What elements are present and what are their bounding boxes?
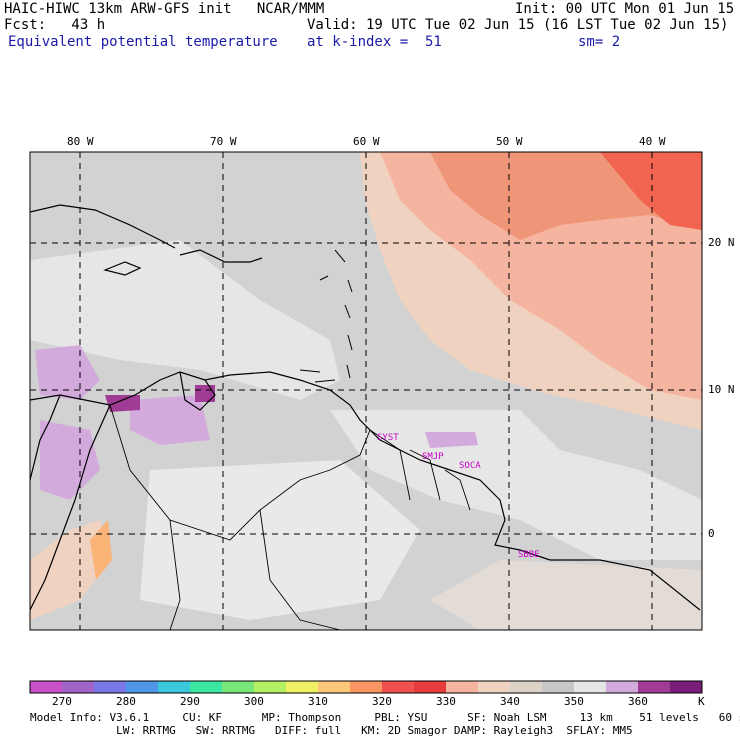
colorbar-swatch	[254, 681, 287, 693]
colorbar-tick-label: 300	[244, 695, 264, 708]
colorbar-swatch	[446, 681, 479, 693]
valid-time: Valid: 19 UTC Tue 02 Jun 15 (16 LST Tue …	[307, 17, 729, 33]
smoothing: sm= 2	[578, 34, 621, 50]
colorbar-swatch	[126, 681, 159, 693]
map-frame	[29, 151, 703, 631]
colorbar-tick-label: 330	[436, 695, 456, 708]
colorbar-tick-label: 320	[372, 695, 392, 708]
init-time: Init: 00 UTC Mon 01 Jun 15	[515, 1, 735, 17]
lon-label-50w: 50 W	[496, 135, 523, 148]
colorbar-tick-label: 290	[180, 695, 200, 708]
colorbar-swatch	[62, 681, 95, 693]
title-line-1: HAIC-HIWC 13km ARW-GFS init NCAR/MMM	[4, 1, 325, 17]
colorbar-swatch	[542, 681, 575, 693]
colorbar-swatch	[670, 681, 703, 693]
colorbar-unit: K	[698, 695, 705, 708]
graticule	[30, 152, 702, 630]
station-soca: SOCA	[459, 461, 481, 471]
model-info-line-1: Model Info: V3.6.1 CU: KF MP: Thompson P…	[30, 711, 740, 724]
lat-label-10n: 10 N	[708, 383, 735, 396]
colorbar-swatch	[350, 681, 383, 693]
colorbar-tick-label: 280	[116, 695, 136, 708]
lat-label-0: 0	[708, 527, 715, 540]
colorbar-frame	[29, 680, 703, 694]
field-name: Equivalent potential temperature	[8, 34, 278, 50]
lon-label-80w: 80 W	[67, 135, 94, 148]
colorbar-swatch	[510, 681, 543, 693]
colorbar-tick-label: 310	[308, 695, 328, 708]
colorbar-swatch	[158, 681, 191, 693]
model-info-line-2: LW: RRTMG SW: RRTMG DIFF: full KM: 2D Sm…	[30, 724, 633, 737]
colorbar-swatch	[414, 681, 447, 693]
colorbar-swatch	[286, 681, 319, 693]
colorbar-swatch	[222, 681, 255, 693]
colorbar-tick-label: 340	[500, 695, 520, 708]
station-sbbe: SBBE	[518, 550, 540, 560]
colorbar-swatch	[30, 681, 63, 693]
islands	[299, 249, 353, 383]
station-syst: SYST	[377, 433, 399, 443]
forecast-hour: Fcst: 43 h	[4, 17, 106, 33]
colorbar-swatch	[606, 681, 639, 693]
lon-label-70w: 70 W	[210, 135, 237, 148]
lon-label-60w: 60 W	[353, 135, 380, 148]
colorbar-tick-label: 360	[628, 695, 648, 708]
colorbar-tick-label: 350	[564, 695, 584, 708]
lat-label-20n: 20 N	[708, 236, 735, 249]
colorbar-swatch	[318, 681, 351, 693]
colorbar-tick-label: 270	[52, 695, 72, 708]
colorbar	[29, 680, 703, 694]
colorbar-swatch	[638, 681, 671, 693]
station-smjp: SMJP	[422, 452, 444, 462]
lon-label-40w: 40 W	[639, 135, 666, 148]
colorbar-swatch	[94, 681, 127, 693]
colorbar-swatch	[478, 681, 511, 693]
colorbar-swatch	[190, 681, 223, 693]
colorbar-swatch	[574, 681, 607, 693]
borders	[109, 404, 471, 630]
colorbar-swatch	[382, 681, 415, 693]
level-index: at k-index = 51	[307, 34, 442, 50]
